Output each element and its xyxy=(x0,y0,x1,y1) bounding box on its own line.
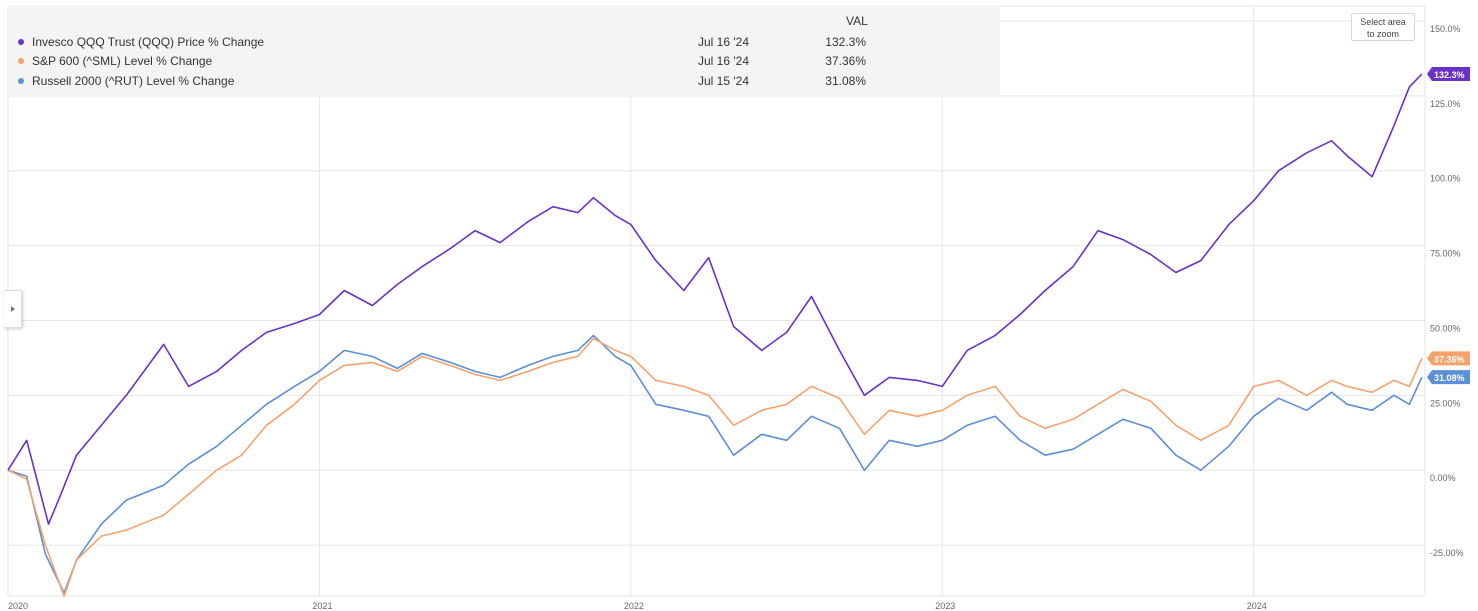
chevron-right-icon xyxy=(11,306,15,312)
legend-dot-rut xyxy=(18,78,24,84)
end-value-badge xyxy=(1427,66,1470,81)
series-line xyxy=(7,337,1423,597)
end-value-badge xyxy=(1427,370,1470,385)
y-tick-label: 75.00% xyxy=(1430,249,1461,259)
x-tick-label: 2022 xyxy=(624,601,644,611)
end-value-badge xyxy=(1427,351,1470,366)
x-tick-label: 2023 xyxy=(935,601,955,611)
end-value-label: 31.08% xyxy=(1434,373,1465,383)
legend-header: VAL xyxy=(846,14,868,28)
legend-dot-qqq xyxy=(18,39,24,45)
end-value-label: 37.36% xyxy=(1434,354,1465,364)
legend-name: S&P 600 (^SML) Level % Change xyxy=(32,54,213,68)
y-tick-label: -25.00% xyxy=(1430,548,1464,558)
legend-date: Jul 15 '24 xyxy=(698,74,749,88)
y-tick-label: 0.00% xyxy=(1430,473,1456,483)
legend-name: Russell 2000 (^RUT) Level % Change xyxy=(32,74,235,88)
side-panel-toggle[interactable] xyxy=(4,290,22,328)
y-tick-label: 25.00% xyxy=(1430,398,1461,408)
legend-value: 132.3% xyxy=(825,35,866,49)
legend-value: 37.36% xyxy=(825,54,866,68)
zoom-button-line1: Select area xyxy=(1360,17,1406,27)
y-tick-label: 150.0% xyxy=(1430,24,1461,34)
legend-date: Jul 16 '24 xyxy=(698,54,749,68)
x-tick-label: 2021 xyxy=(312,601,332,611)
legend-value: 31.08% xyxy=(825,74,866,88)
series-line xyxy=(7,73,1423,525)
legend-row-sml: S&P 600 (^SML) Level % Change Jul 16 '24… xyxy=(8,52,1000,72)
legend-panel: VAL Invesco QQQ Trust (QQQ) Price % Chan… xyxy=(8,6,1000,96)
legend-row-qqq: Invesco QQQ Trust (QQQ) Price % Change J… xyxy=(8,33,1000,53)
legend-name: Invesco QQQ Trust (QQQ) Price % Change xyxy=(32,35,265,49)
select-area-zoom-button[interactable]: Select area to zoom xyxy=(1351,13,1415,41)
y-tick-label: 125.0% xyxy=(1430,99,1461,109)
end-value-label: 132.3% xyxy=(1434,70,1465,80)
x-tick-label: 2024 xyxy=(1247,601,1267,611)
legend-dot-sml xyxy=(18,58,24,64)
x-tick-label: 2020 xyxy=(8,601,28,611)
y-tick-label: 100.0% xyxy=(1430,174,1461,184)
legend-date: Jul 16 '24 xyxy=(698,35,749,49)
legend-row-rut: Russell 2000 (^RUT) Level % Change Jul 1… xyxy=(8,72,1000,92)
zoom-button-line2: to zoom xyxy=(1366,29,1399,39)
y-tick-label: 50.00% xyxy=(1430,323,1461,333)
series-line xyxy=(7,334,1423,594)
